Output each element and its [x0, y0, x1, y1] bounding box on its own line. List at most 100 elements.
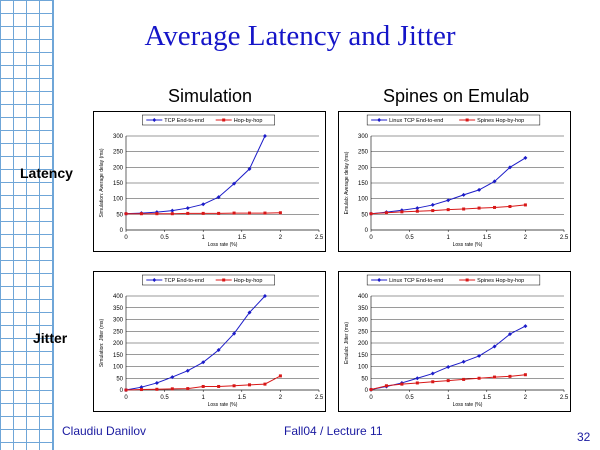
- data-point: [186, 211, 190, 215]
- y-tick-label: 150: [113, 353, 124, 359]
- y-tick-label: 150: [113, 181, 124, 187]
- x-tick-label: 0: [369, 395, 373, 401]
- y-tick-label: 200: [358, 341, 369, 347]
- data-point: [186, 387, 190, 391]
- legend-box: [366, 114, 541, 126]
- x-tick-label: 0.5: [160, 395, 169, 401]
- x-tick-label: 2: [279, 235, 283, 241]
- series-line-1: [370, 374, 526, 391]
- data-point: [232, 211, 236, 215]
- data-point: [248, 383, 252, 387]
- data-point: [248, 211, 252, 215]
- data-point: [263, 382, 267, 386]
- y-axis-label: Emulab: Average delay (ms): [344, 151, 350, 214]
- column-heading-simulation: Simulation: [168, 86, 253, 106]
- legend-marker-1: [222, 118, 226, 122]
- legend-label-1: Hop-by-hop: [234, 118, 263, 124]
- x-tick-label: 2: [524, 395, 528, 401]
- x-tick-label: 0.5: [405, 395, 414, 401]
- data-point: [369, 212, 373, 216]
- y-axis-label: Simulation: Average delay (ms): [99, 148, 105, 217]
- y-tick-label: 300: [358, 318, 369, 324]
- data-point: [247, 166, 252, 171]
- legend-label-0: Linux TCP End-to-end: [389, 278, 443, 284]
- data-point: [523, 155, 528, 160]
- data-point: [217, 211, 221, 215]
- data-point: [430, 371, 435, 376]
- data-point: [399, 208, 404, 213]
- data-point: [523, 203, 527, 207]
- x-tick-label: 1: [202, 235, 206, 241]
- y-tick-label: 50: [361, 376, 368, 382]
- data-point: [507, 165, 512, 170]
- x-tick-label: 1: [202, 395, 206, 401]
- data-point: [446, 198, 451, 203]
- series-line-0: [125, 295, 266, 391]
- x-tick-label: 0: [369, 235, 373, 241]
- chart-simulation-latency-svg: TCP End-to-end Hop-by-hop 0 50 100 150 200 250 3…: [99, 114, 324, 248]
- data-point: [477, 376, 481, 380]
- x-tick-label: 0: [124, 395, 128, 401]
- data-point: [185, 368, 190, 373]
- row-label-jitter: Jitter: [33, 330, 68, 346]
- data-point: [217, 384, 221, 388]
- data-point: [400, 382, 404, 386]
- data-point: [278, 374, 282, 378]
- data-point: [201, 360, 206, 365]
- legend-box: [142, 114, 275, 126]
- x-tick-label: 1.5: [483, 395, 492, 401]
- y-tick-label: 150: [358, 181, 369, 187]
- legend-label-1: Spines Hop-by-hop: [477, 278, 524, 284]
- footer-course: Fall04 / Lecture 11: [284, 424, 383, 438]
- x-tick-label: 2.5: [560, 235, 569, 241]
- x-tick-label: 2: [279, 395, 283, 401]
- legend-marker-1: [465, 278, 469, 282]
- legend-marker-0: [152, 278, 157, 282]
- slide-grid-decoration: [0, 0, 54, 450]
- x-axis-label: Loss rate (%): [453, 242, 483, 248]
- chart-emulab-latency: Linux TCP End-to-end Spines Hop-by-hop 0 50…: [338, 111, 571, 252]
- legend-marker-0: [377, 118, 382, 122]
- data-point: [415, 381, 419, 385]
- legend-marker-1: [465, 118, 469, 122]
- data-point: [216, 195, 221, 200]
- chart-emulab-latency-svg: Linux TCP End-to-end Spines Hop-by-hop 0 50…: [344, 114, 569, 248]
- data-point: [247, 310, 252, 315]
- data-point: [232, 331, 237, 336]
- data-point: [507, 332, 512, 337]
- y-tick-label: 200: [358, 165, 369, 171]
- chart-simulation-jitter: TCP End-to-end Hop-by-hop 0 50 100 150 200 250 3…: [93, 271, 326, 412]
- row-label-latency: Latency: [20, 165, 73, 181]
- data-point: [201, 211, 205, 215]
- data-point: [201, 384, 205, 388]
- data-point: [170, 375, 175, 380]
- y-tick-label: 0: [365, 228, 369, 234]
- y-tick-label: 350: [358, 306, 369, 312]
- data-point: [477, 353, 482, 358]
- y-tick-label: 300: [358, 134, 369, 140]
- y-tick-label: 100: [113, 197, 124, 203]
- legend-label-0: TCP End-to-end: [164, 278, 204, 284]
- y-axis-label: Emulab: Jitter (ms): [344, 322, 350, 364]
- data-point: [415, 206, 420, 211]
- data-point: [430, 202, 435, 207]
- x-tick-label: 1.5: [238, 235, 247, 241]
- y-tick-label: 300: [113, 318, 124, 324]
- x-tick-label: 1: [447, 235, 451, 241]
- data-point: [508, 205, 512, 208]
- x-tick-label: 0.5: [405, 235, 414, 241]
- y-tick-label: 100: [358, 365, 369, 371]
- page-number: 32: [577, 430, 591, 444]
- data-point: [461, 359, 466, 364]
- data-point: [170, 387, 174, 391]
- data-point: [462, 207, 466, 211]
- y-tick-label: 100: [358, 197, 369, 203]
- x-tick-label: 0.5: [160, 235, 169, 241]
- x-tick-label: 1: [447, 395, 451, 401]
- data-point: [369, 388, 373, 392]
- data-point: [384, 384, 388, 388]
- y-tick-label: 0: [120, 228, 124, 234]
- y-tick-label: 0: [120, 388, 124, 394]
- y-tick-label: 200: [113, 165, 124, 171]
- y-tick-label: 250: [358, 329, 369, 335]
